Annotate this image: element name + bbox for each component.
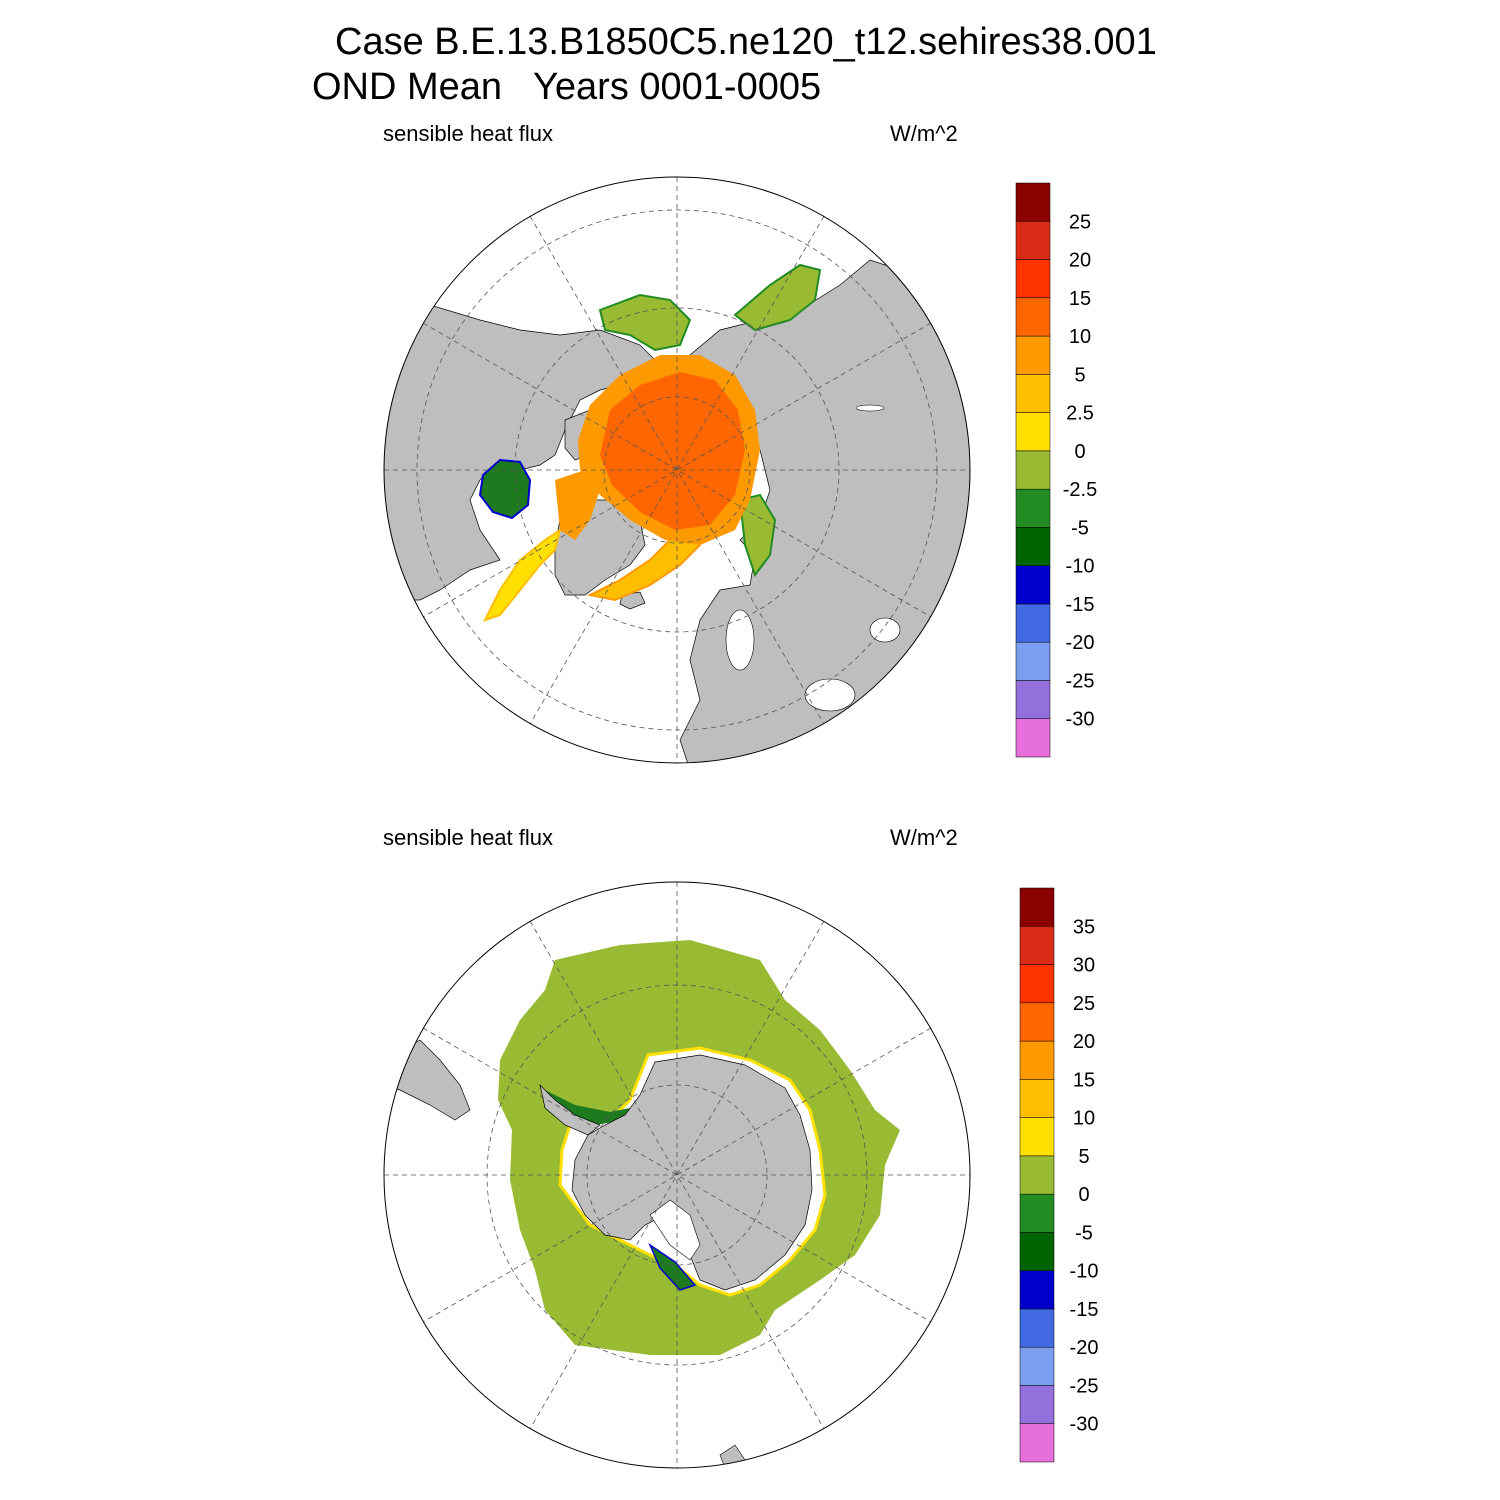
colorbar-tick-label: 35 [1073,916,1095,938]
colorbar-tick-label: 10 [1073,1108,1095,1130]
top-units-label: W/m^2 [890,121,958,146]
colorbar-swatch [1019,1002,1055,1042]
colorbar-swatch [1015,450,1051,490]
top-colorbar: -30 -25 -20 -15 -10 -5 -2.5 0 2.5 5 10 15 20 25 [1015,182,1097,758]
south-ross-green [648,1242,697,1291]
colorbar-swatch [1015,221,1051,260]
colorbar-swatch [1015,527,1051,566]
colorbar-swatch [1015,488,1051,528]
north-barents-margin [738,493,777,578]
colorbar-swatch [1019,926,1055,965]
colorbar-tick-label: -25 [1066,670,1095,692]
north-baffin-band [555,470,600,540]
colorbar-tick-label: 5 [1074,364,1085,386]
figure-title-line1: Case B.E.13.B1850C5.ne120_t12.sehires38.… [335,21,1157,63]
colorbar-tick-label: 10 [1069,326,1091,348]
colorbar-swatch [1019,887,1055,927]
colorbar-swatch [1015,335,1051,375]
colorbar-swatch [1019,964,1055,1004]
south-ross-ice-shelf [649,1199,701,1261]
top-variable-label: sensible heat flux [383,121,553,146]
colorbar-tick-label: -15 [1066,594,1095,616]
north-polar-map [383,176,971,764]
colorbar-tick-label: 15 [1069,288,1091,310]
colorbar-swatch [1019,1270,1055,1310]
north-chukchi-margin [598,293,692,352]
colorbar-tick-label: 30 [1073,955,1095,977]
colorbar-tick-label: -5 [1075,1222,1093,1244]
south-graticule [384,882,970,1468]
colorbar-swatch [1019,1079,1055,1118]
colorbar-tick-label: -25 [1070,1375,1099,1397]
colorbar-tick-label: -10 [1070,1261,1099,1283]
colorbar-swatch [1019,1385,1055,1424]
colorbar-swatch [1015,374,1051,413]
colorbar-swatch [1015,565,1051,605]
colorbar-tick-label: 0 [1074,441,1085,463]
colorbar-tick-label: -20 [1070,1337,1099,1359]
colorbar-tick-label: -5 [1071,517,1089,539]
colorbar-tick-label: -30 [1066,709,1095,731]
colorbar-tick-label: 20 [1073,1031,1095,1053]
colorbar-tick-label: 2.5 [1066,403,1094,425]
colorbar-swatch [1019,1423,1055,1463]
colorbar-tick-label: -2.5 [1063,479,1097,501]
colorbar-swatch [1015,182,1051,222]
north-central-arctic [600,372,745,530]
colorbar-swatch [1015,259,1051,299]
colorbar-swatch [1015,680,1051,719]
colorbar-tick-label: 15 [1073,1069,1095,1091]
south-land-peninsula [539,1083,601,1136]
bottom-colorbar: -30 -25 -20 -15 -10 -5 0 5 10 15 20 25 30 35 [1019,887,1099,1463]
north-labrador-band [483,527,562,622]
north-graticule [384,177,970,763]
colorbar-tick-label: -20 [1066,632,1095,654]
south-polar-map [383,881,971,1469]
colorbar-swatch [1019,1308,1055,1348]
colorbar-tick-label: 25 [1073,993,1095,1015]
colorbar-tick-label: 20 [1069,250,1091,272]
colorbar-swatch [1015,641,1051,681]
colorbar-swatch [1015,297,1051,337]
north-hudson-bay [478,458,532,520]
colorbar-tick-label: -10 [1066,556,1095,578]
bottom-variable-label: sensible heat flux [383,825,553,850]
colorbar-tick-label: -30 [1070,1414,1099,1436]
colorbar-swatch [1019,1232,1055,1271]
colorbar-tick-label: 5 [1078,1146,1089,1168]
colorbar-swatch [1019,1346,1055,1386]
colorbar-tick-label: -15 [1070,1299,1099,1321]
bottom-units-label: W/m^2 [890,825,958,850]
north-bering-margin [733,263,822,332]
colorbar-swatch [1019,1193,1055,1233]
colorbar-swatch [1015,603,1051,643]
colorbar-tick-label: 25 [1069,211,1091,233]
colorbar-swatch [1019,1117,1055,1157]
colorbar-swatch [1015,718,1051,758]
figure-title-line2: OND Mean Years 0001-0005 [312,66,822,108]
colorbar-swatch [1019,1155,1055,1195]
north-land-north-america [384,304,666,601]
colorbar-swatch [1015,412,1051,452]
colorbar-swatch [1019,1040,1055,1080]
colorbar-tick-label: 0 [1078,1184,1089,1206]
